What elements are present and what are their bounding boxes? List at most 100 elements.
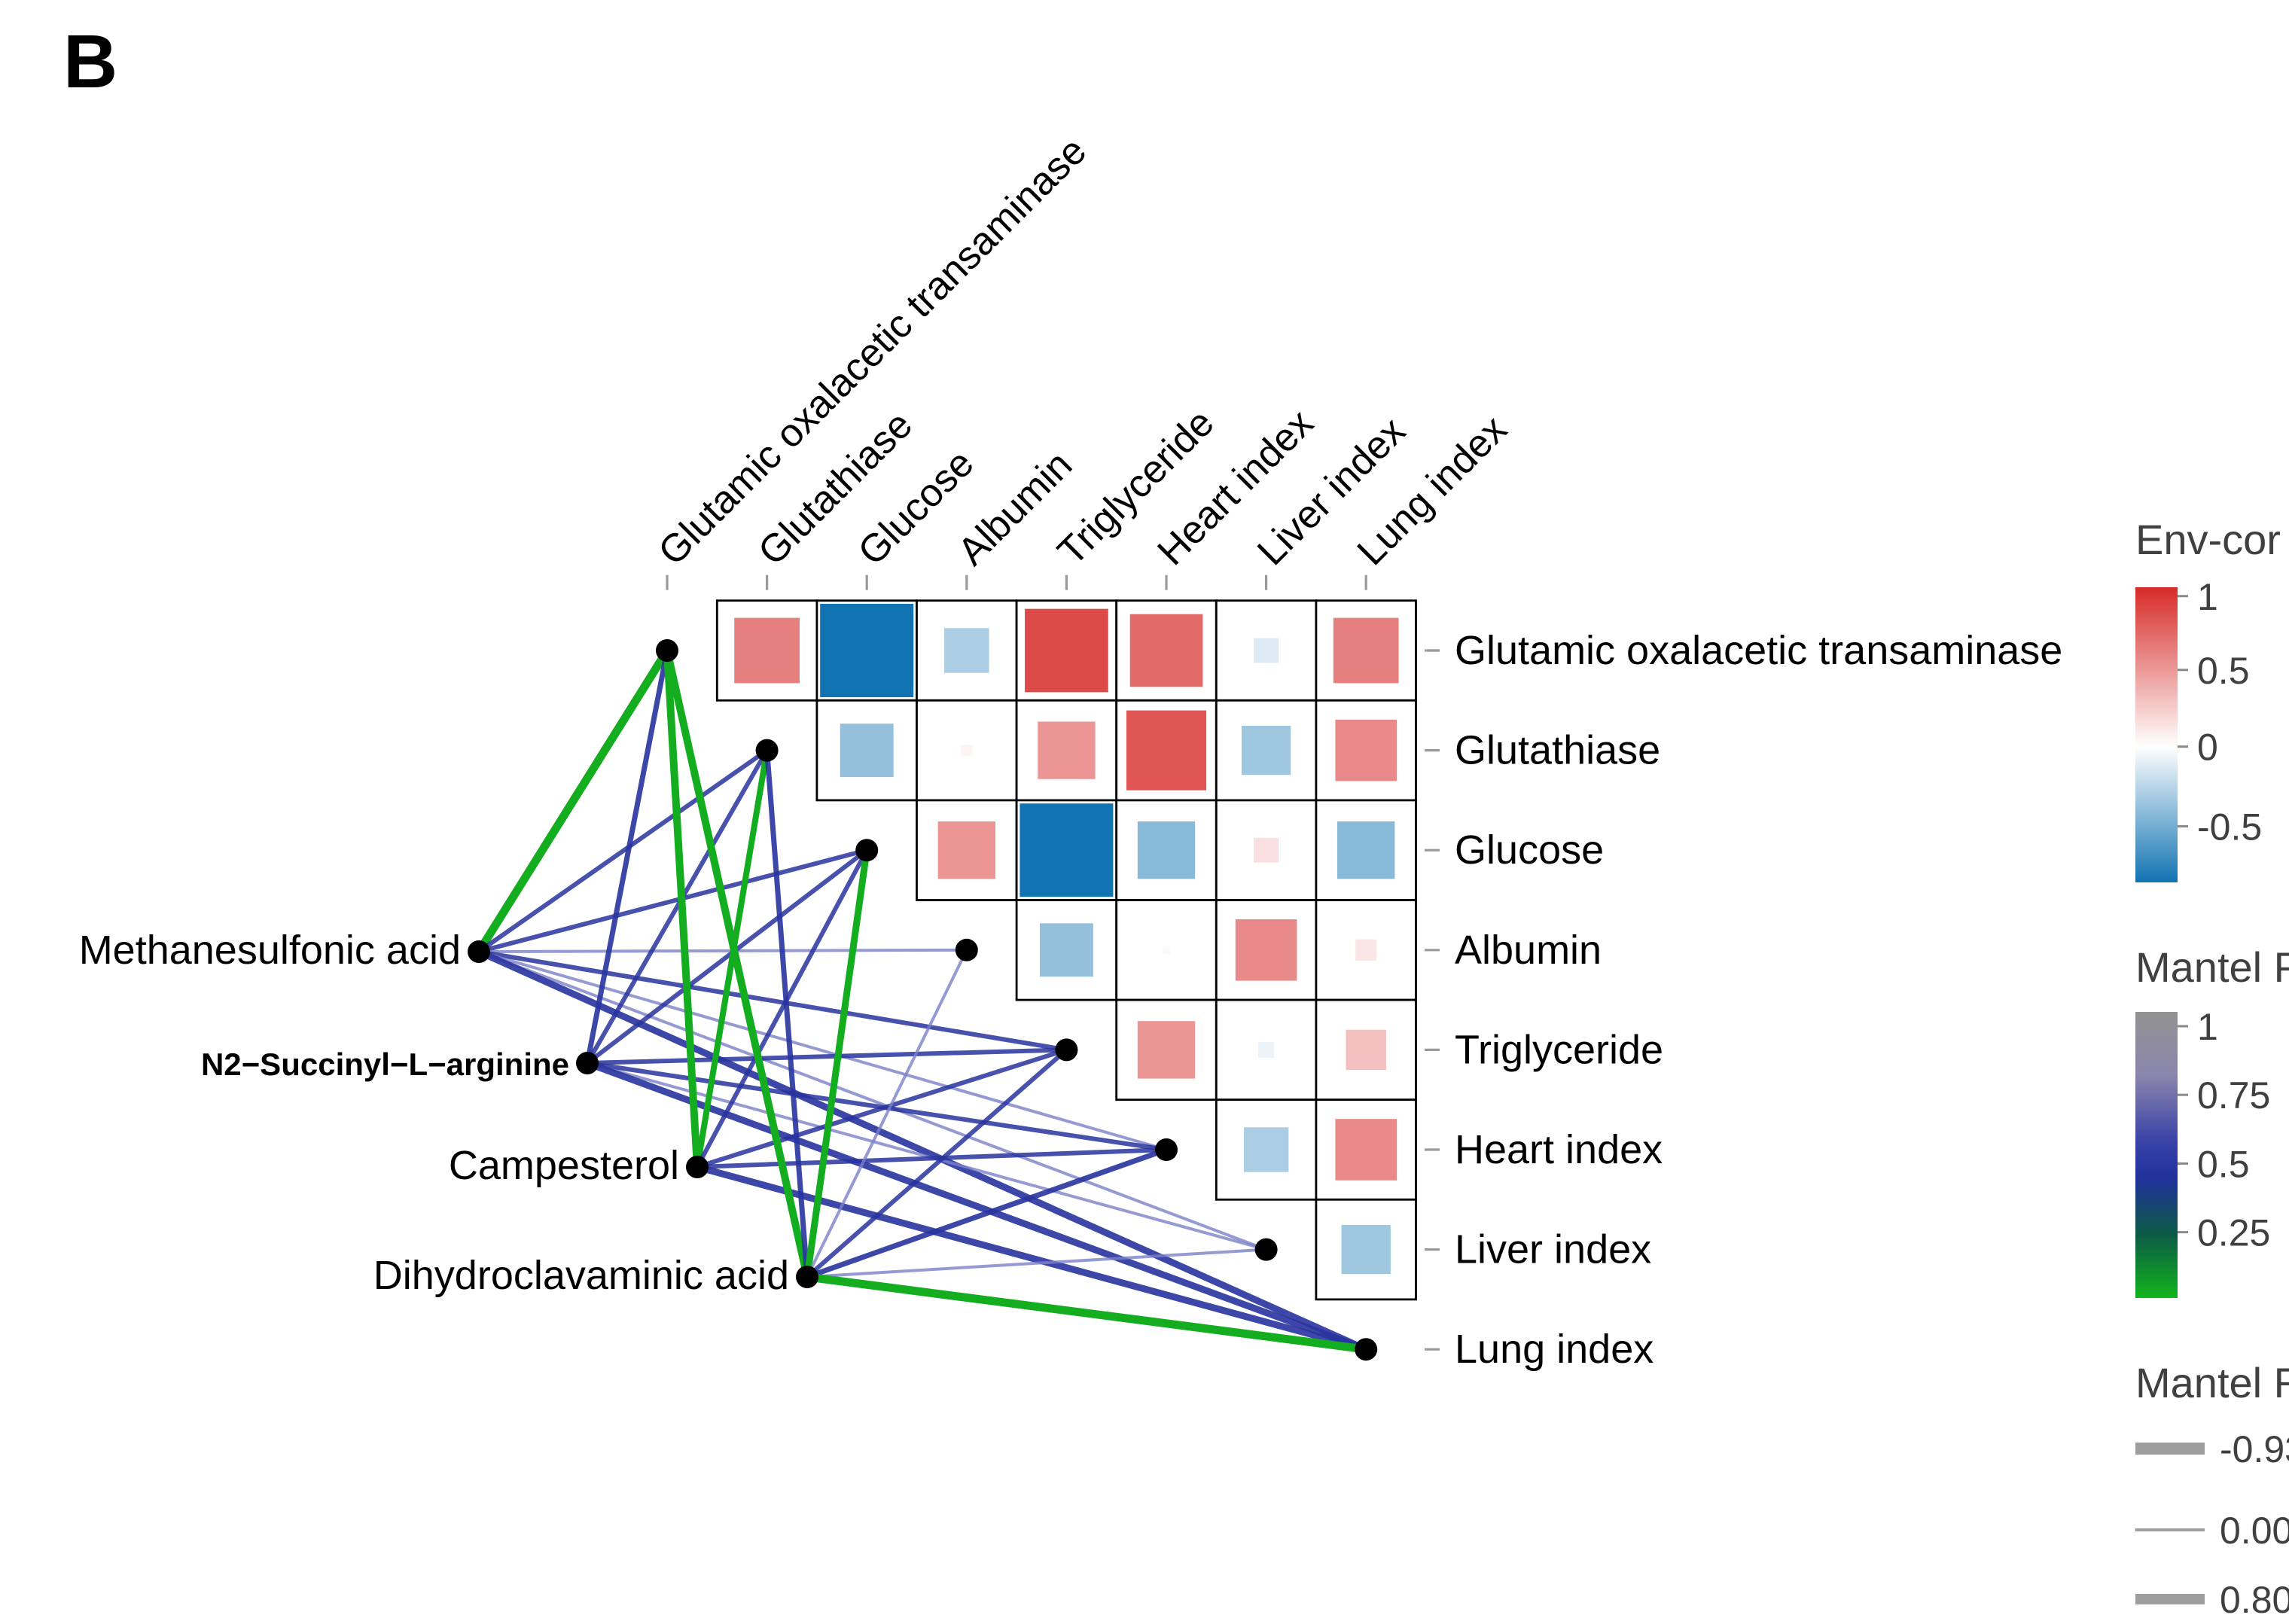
metabolite-node bbox=[468, 940, 490, 963]
mantel-edge bbox=[695, 848, 870, 1169]
env-cor-legend-bar bbox=[2135, 587, 2178, 882]
mantel-edge bbox=[803, 1272, 1370, 1354]
mantel-edge bbox=[585, 848, 870, 1065]
correlation-matrix bbox=[715, 599, 1417, 1301]
mantel-edge bbox=[803, 846, 870, 1281]
matrix-cell-square bbox=[1126, 710, 1207, 791]
matrix-cell-square bbox=[1162, 946, 1171, 955]
mantel-p-legend-tick-label: 0.25 bbox=[2197, 1212, 2270, 1254]
mantel-r-legend-label: 0.8072 bbox=[2220, 1579, 2289, 1621]
mantel-r-legend-label: -0.9358 bbox=[2220, 1428, 2289, 1470]
metabolite-label: Methanesulfonic acid bbox=[79, 928, 461, 973]
variable-node bbox=[656, 639, 678, 662]
mantel-edge bbox=[806, 948, 968, 1278]
mantel-edge bbox=[805, 1047, 1069, 1279]
row-label: Albumin bbox=[1455, 928, 1602, 973]
mantel-edge bbox=[806, 1248, 1268, 1278]
matrix-cell-square bbox=[1025, 608, 1108, 693]
env-cor-legend-tick-label: -0.5 bbox=[2197, 806, 2262, 849]
row-label: Lung index bbox=[1455, 1327, 1654, 1372]
mantel-p-legend-tick-label: 1 bbox=[2197, 1006, 2218, 1048]
network-edges bbox=[474, 646, 1370, 1354]
matrix-cell-square bbox=[1038, 721, 1096, 779]
mantel-edge bbox=[477, 848, 870, 954]
mantel-edge bbox=[585, 1047, 1069, 1065]
network-nodes bbox=[468, 639, 1378, 1361]
matrix-cell-square bbox=[840, 724, 894, 778]
metabolite-node bbox=[576, 1052, 599, 1074]
matrix-cell-square bbox=[1258, 1041, 1275, 1058]
variable-node bbox=[1355, 1338, 1378, 1361]
matrix-cell-square bbox=[1346, 1029, 1386, 1071]
matrix-cell-square bbox=[1129, 614, 1203, 687]
row-label: Heart index bbox=[1455, 1127, 1663, 1172]
variable-node bbox=[855, 839, 879, 862]
mantel-edge bbox=[694, 747, 770, 1170]
mantel-edge bbox=[584, 647, 670, 1066]
row-label: Glutathiase bbox=[1455, 728, 1660, 773]
matrix-cell-square bbox=[1020, 803, 1114, 897]
metabolite-node bbox=[686, 1156, 709, 1178]
mantel-p-legend-bar bbox=[2135, 1012, 2178, 1298]
mantel-edge bbox=[477, 748, 770, 954]
mantel-edge bbox=[477, 950, 1168, 1151]
mantel-p-legend-tick-label: 0.75 bbox=[2197, 1074, 2270, 1117]
mantel-edge bbox=[585, 1061, 1169, 1152]
variable-node bbox=[1055, 1038, 1078, 1062]
env-cor-legend-tick-label: 0.5 bbox=[2197, 650, 2250, 692]
mantel-p-legend-title: Mantel P bbox=[2135, 943, 2289, 991]
matrix-cell-square bbox=[1254, 638, 1279, 663]
mantel-edge bbox=[585, 748, 770, 1065]
matrix-cell-square bbox=[944, 628, 989, 673]
matrix-cell-square bbox=[1235, 919, 1297, 981]
matrix-cell-square bbox=[1243, 1127, 1289, 1172]
env-cor-legend-title: Env-cor bbox=[2135, 516, 2281, 563]
matrix-cell-square bbox=[1341, 1224, 1391, 1275]
matrix-cell-square bbox=[1137, 821, 1196, 879]
matrix-cell-square bbox=[1337, 821, 1395, 879]
metabolite-label: N2−Succinyl−L−arginine bbox=[201, 1047, 569, 1082]
matrix-cell-square bbox=[1241, 725, 1291, 775]
matrix-cell-square bbox=[1039, 923, 1093, 977]
mantel-edge bbox=[477, 948, 968, 953]
variable-node bbox=[755, 739, 779, 762]
mantel-edge bbox=[663, 647, 701, 1171]
row-label: Glutamic oxalacetic transaminase bbox=[1455, 628, 2062, 673]
mantel-edge bbox=[663, 647, 811, 1281]
mantel-p-legend-tick-label: 0.5 bbox=[2197, 1143, 2250, 1185]
mantel-r-legend-label: 0.0000 bbox=[2220, 1510, 2289, 1552]
matrix-cell-square bbox=[937, 821, 995, 879]
variable-node bbox=[1254, 1238, 1278, 1261]
metabolite-label: Dihydroclavaminic acid bbox=[373, 1253, 789, 1298]
matrix-cell-square bbox=[1335, 1119, 1397, 1181]
mantel-edge bbox=[764, 748, 810, 1280]
matrix-cell-square bbox=[1335, 719, 1397, 782]
variable-node bbox=[1155, 1138, 1178, 1161]
row-label: Triglyceride bbox=[1455, 1027, 1663, 1072]
mantel-edge bbox=[474, 646, 672, 956]
matrix-cell-square bbox=[1137, 1021, 1196, 1079]
row-label: Glucose bbox=[1455, 827, 1604, 873]
env-cor-legend-tick-label: 0 bbox=[2197, 727, 2218, 769]
mantel-r-legend-title: Mantel R bbox=[2135, 1359, 2289, 1406]
matrix-cell-square bbox=[961, 744, 973, 757]
mantel-edge bbox=[695, 1047, 1069, 1169]
panel-label: B bbox=[63, 20, 117, 104]
variable-node bbox=[955, 938, 978, 961]
metabolite-label: Campesterol bbox=[449, 1143, 679, 1188]
mantel-edge bbox=[695, 1147, 1169, 1169]
mantel-edge bbox=[804, 1147, 1169, 1280]
env-cor-legend-tick-label: 1 bbox=[2197, 576, 2218, 618]
mantel-edge bbox=[693, 1163, 1370, 1353]
mantel-edge bbox=[584, 1059, 1370, 1353]
mantel-edge bbox=[475, 948, 1370, 1353]
legend-panel: Env-cor 1 0.5 0 -0.5 Mantel P 1 0.75 0.5 0.25 Mant… bbox=[2135, 516, 2289, 1621]
matrix-cell-square bbox=[1333, 617, 1399, 684]
matrix-cell-square bbox=[1355, 939, 1377, 961]
matrix-cell-square bbox=[820, 604, 914, 697]
mantel-edge bbox=[477, 950, 1268, 1251]
row-label: Liver index bbox=[1455, 1227, 1651, 1272]
metabolite-node bbox=[796, 1266, 818, 1288]
